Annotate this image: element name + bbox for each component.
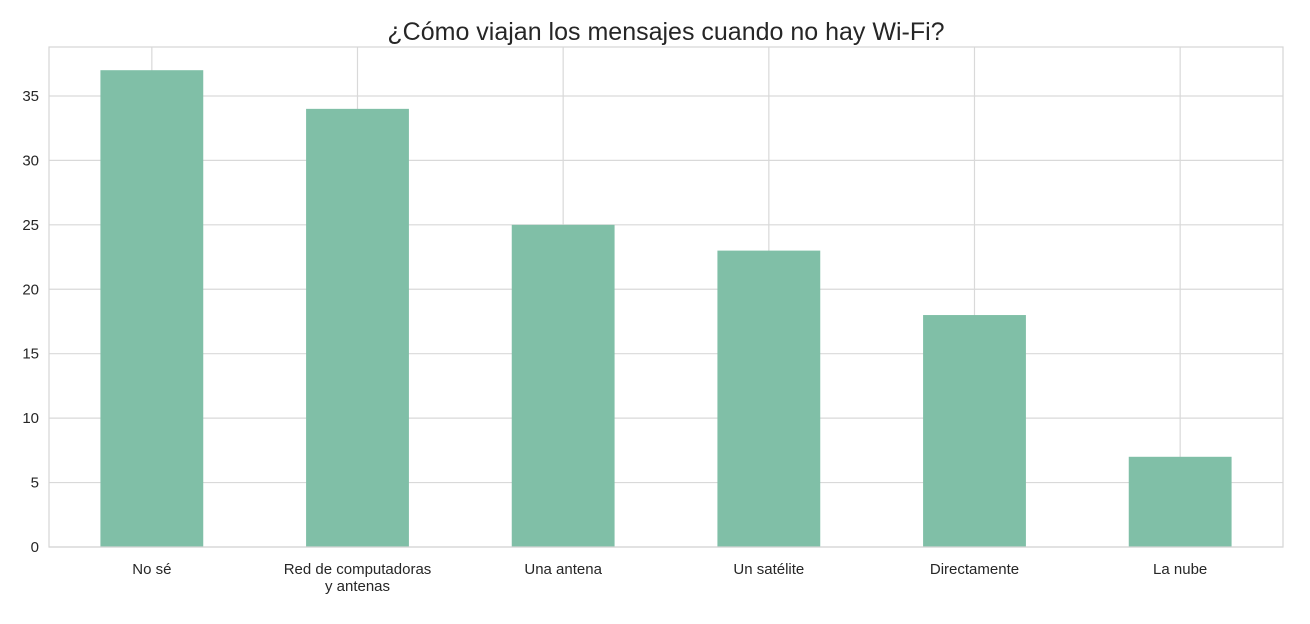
chart-title: ¿Cómo viajan los mensajes cuando no hay … [387, 18, 944, 46]
bar [717, 250, 821, 547]
bar [100, 70, 204, 548]
bar [923, 315, 1026, 547]
x-tick-label: La nube [1153, 561, 1207, 578]
y-tick-label: 15 [22, 346, 39, 363]
plot-area-frame [48, 46, 1284, 548]
x-tick-label: No sé [132, 561, 171, 578]
x-tick-label: Una antena [524, 561, 602, 578]
y-tick-label: 20 [22, 281, 39, 298]
x-tick-label: Directamente [930, 561, 1019, 578]
bars [100, 70, 1232, 548]
y-axis-tick-labels: 0 5 10 15 20 25 30 35 [22, 88, 39, 556]
grid-lines [49, 47, 1283, 548]
y-tick-label: 5 [31, 475, 39, 492]
bar [306, 108, 409, 548]
x-tick-label: Un satélite [733, 561, 804, 578]
y-tick-label: 0 [31, 539, 39, 556]
y-tick-label: 30 [22, 152, 39, 169]
bar [511, 224, 615, 547]
x-axis-tick-labels: No sé Red de computadoras y antenas Una ant… [132, 561, 1207, 595]
y-tick-label: 25 [22, 217, 39, 234]
y-tick-label: 10 [22, 410, 39, 427]
y-tick-label: 35 [22, 88, 39, 105]
x-tick-label: Red de computadoras y antenas [284, 561, 432, 595]
bar [1128, 456, 1232, 547]
